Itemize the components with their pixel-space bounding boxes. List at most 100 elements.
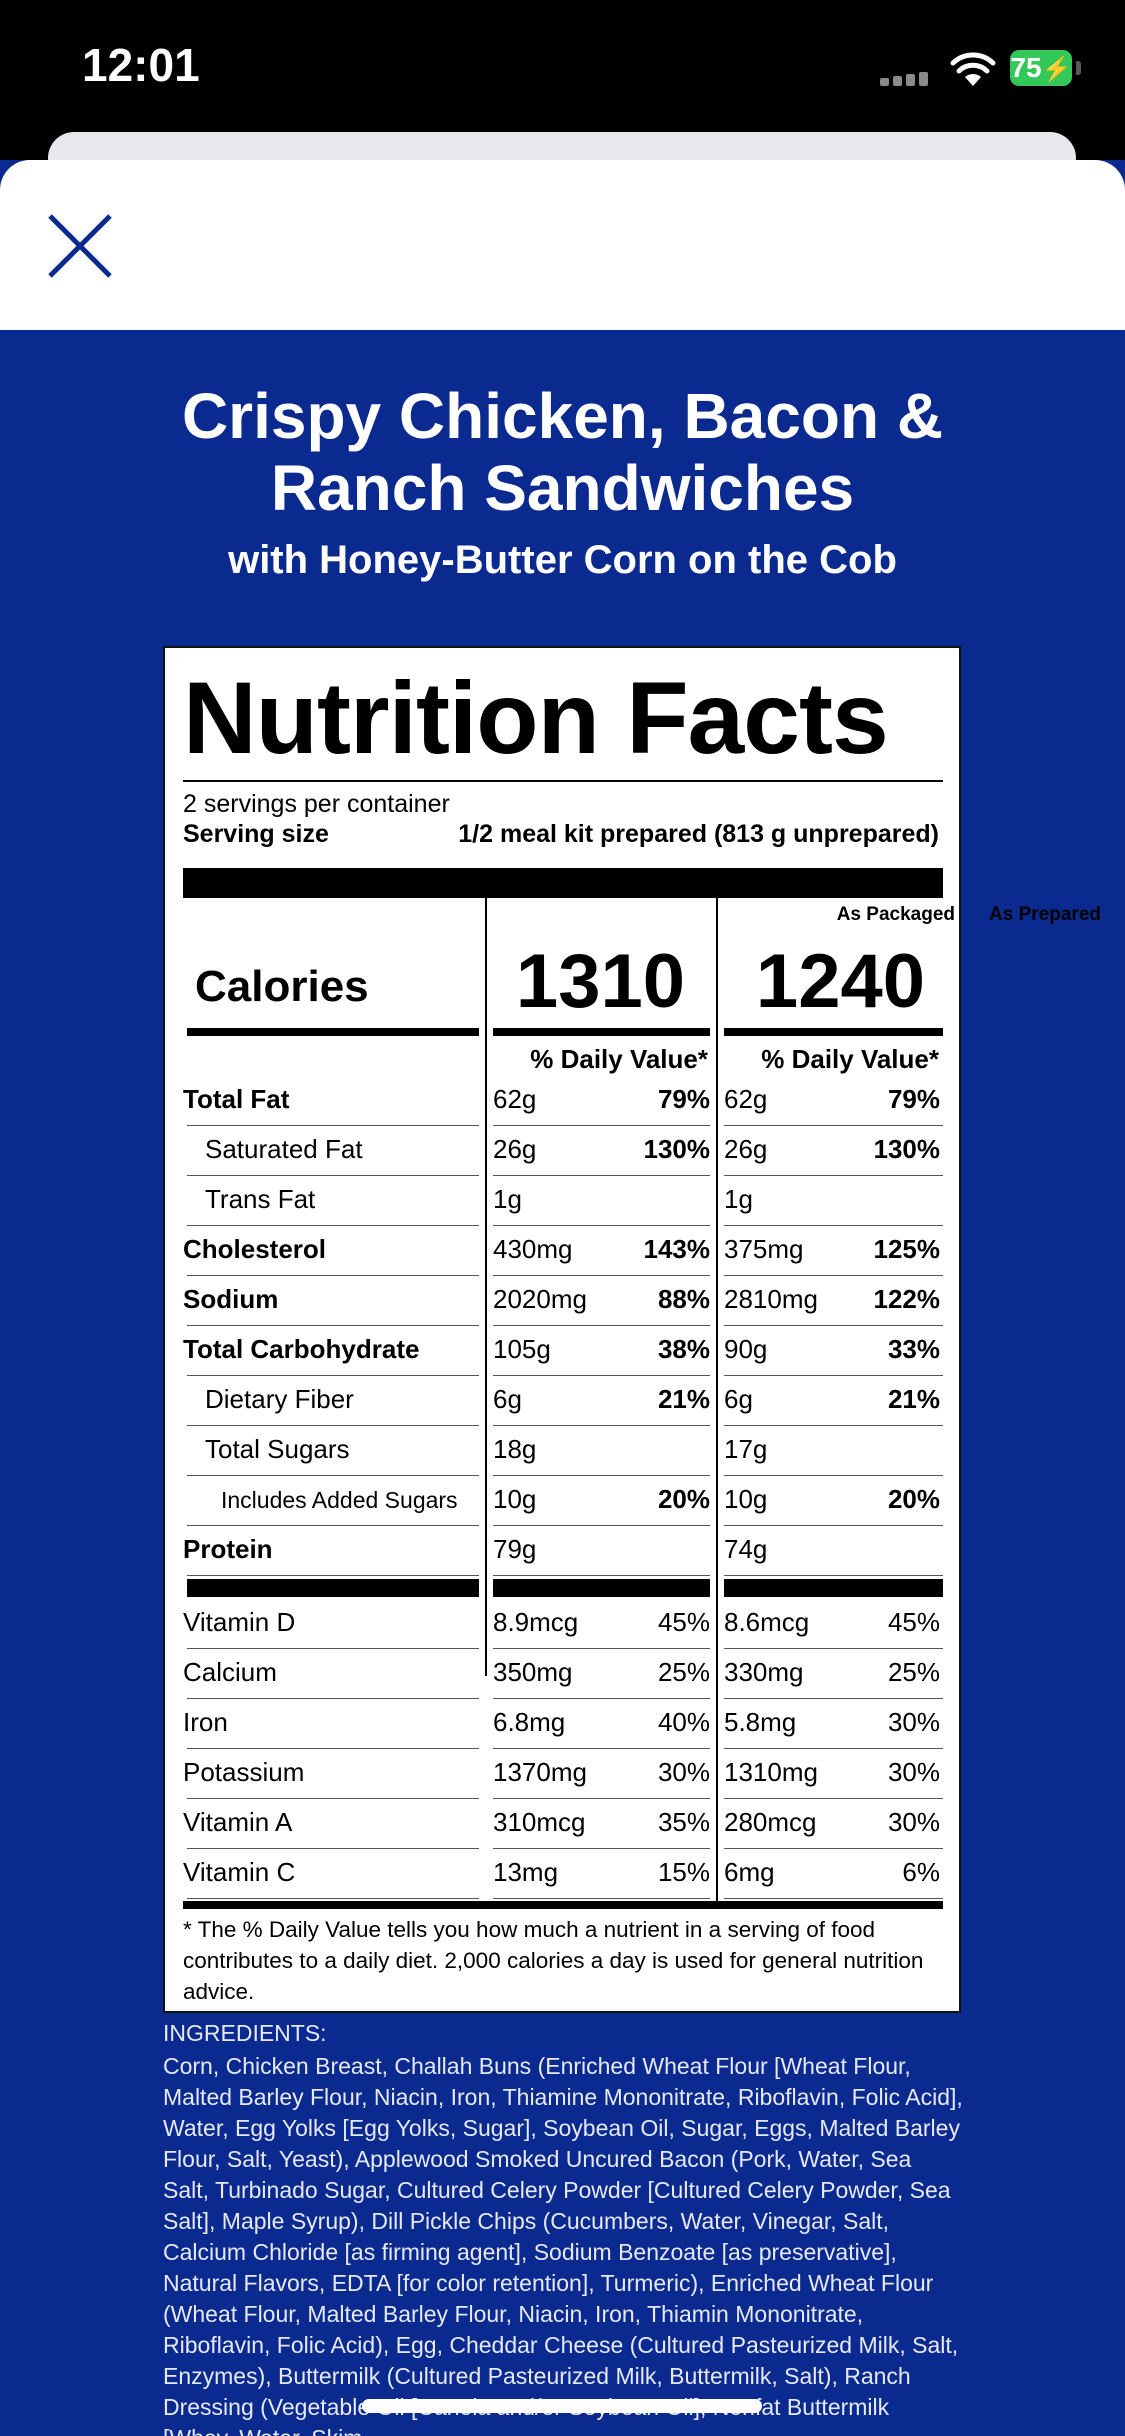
close-icon[interactable] — [44, 210, 116, 282]
packaged-amount: 105g — [493, 1334, 551, 1364]
nutrient-row: Sodium 2020mg 88% 2810mg 122% — [165, 1276, 963, 1326]
row-divider — [187, 1575, 479, 1576]
prepared-dv: 33% — [887, 1334, 940, 1364]
prepared-amount: 6g — [724, 1384, 753, 1414]
packaged-dv: 45% — [657, 1607, 710, 1637]
calories-label: Calories — [195, 962, 369, 1011]
packaged-amount: 350mg — [493, 1657, 573, 1687]
row-divider — [493, 1698, 710, 1699]
nutrient-name: Cholesterol — [183, 1234, 327, 1264]
nutrient-row: Total Carbohydrate 105g 38% 90g 33% — [165, 1326, 963, 1376]
row-divider — [187, 1475, 479, 1476]
row-divider — [724, 1575, 943, 1576]
home-indicator[interactable] — [362, 2399, 762, 2413]
nutrient-row: Dietary Fiber 6g 21% 6g 21% — [165, 1376, 963, 1426]
charging-bolt-icon: ⚡ — [1041, 56, 1072, 83]
nutrition-facts-panel: Nutrition Facts 2 servings per container… — [163, 646, 1101, 2013]
packaged-dv: 30% — [657, 1757, 710, 1787]
vitamins-divider — [187, 1579, 479, 1597]
daily-value-footnote: * The % Daily Value tells you how much a… — [183, 1917, 924, 2004]
packaged-dv: 88% — [657, 1284, 710, 1314]
calories-bar — [493, 1028, 710, 1036]
nutrient-row: Saturated Fat 26g 130% 26g 130% — [165, 1126, 963, 1176]
row-divider — [493, 1575, 710, 1576]
prepared-amount: 6mg — [724, 1857, 775, 1887]
row-divider — [187, 1275, 479, 1276]
row-divider — [493, 1748, 710, 1749]
packaged-amount: 1g — [493, 1184, 522, 1214]
prepared-dv: 130% — [873, 1134, 941, 1164]
packaged-amount: 79g — [493, 1534, 537, 1564]
product-title-text: Crispy Chicken, Bacon & Ranch Sandwiches — [181, 380, 944, 524]
row-divider — [493, 1525, 710, 1526]
status-time: 12:01 — [82, 39, 200, 91]
packaged-dv: 21% — [657, 1384, 710, 1414]
nutrient-row: Includes Added Sugars 10g 20% 10g 20% — [165, 1476, 963, 1526]
prepared-amount: 330mg — [724, 1657, 804, 1687]
calories-prepared: 1240 — [755, 939, 925, 1024]
nutrient-name: Calcium — [183, 1657, 277, 1687]
packaged-amount: 2020mg — [493, 1284, 587, 1314]
row-divider — [724, 1325, 943, 1326]
vitamin-row: Iron 6.8mg 40% 5.8mg 30% — [165, 1699, 963, 1749]
bottom-divider — [183, 1901, 943, 1909]
prepared-amount: 26g — [724, 1134, 768, 1164]
packaged-amount: 310mcg — [493, 1807, 586, 1837]
nutrient-row: Trans Fat 1g 1g — [165, 1176, 963, 1226]
nutrient-name: Dietary Fiber — [205, 1384, 354, 1414]
packaged-amount: 10g — [493, 1484, 537, 1514]
packaged-dv: 79% — [657, 1084, 710, 1114]
packaged-amount: 26g — [493, 1134, 537, 1164]
vitamin-row: Vitamin C 13mg 15% 6mg 6% — [165, 1849, 963, 1899]
prepared-amount: 5.8mg — [724, 1707, 797, 1737]
prepared-amount: 1310mg — [724, 1757, 818, 1787]
dv-header-prepared: % Daily Value* — [761, 1044, 939, 1074]
nutrient-name: Saturated Fat — [205, 1134, 363, 1164]
cellular-signal-icon — [880, 68, 932, 86]
nutrient-row: Total Fat 62g 79% 62g 79% — [165, 1076, 963, 1126]
column-divider — [716, 898, 718, 1901]
row-divider — [187, 1898, 479, 1899]
row-divider — [187, 1125, 479, 1126]
thick-divider — [183, 868, 943, 898]
prepared-dv: 125% — [873, 1234, 941, 1264]
nutrient-name: Potassium — [183, 1757, 305, 1787]
row-divider — [187, 1848, 479, 1849]
row-divider — [724, 1475, 943, 1476]
row-divider — [724, 1898, 943, 1899]
packaged-amount: 6g — [493, 1384, 522, 1414]
row-divider — [724, 1275, 943, 1276]
row-divider — [724, 1698, 943, 1699]
packaged-amount: 1370mg — [493, 1757, 587, 1787]
packaged-amount: 62g — [493, 1084, 537, 1114]
nutrient-name: Total Sugars — [205, 1434, 350, 1464]
col-prepared-label: As Prepared — [989, 904, 1101, 925]
prepared-amount: 90g — [724, 1334, 768, 1364]
row-divider — [724, 1425, 943, 1426]
packaged-dv: 25% — [657, 1657, 710, 1687]
prepared-dv: 20% — [887, 1484, 940, 1514]
vitamin-row: Potassium 1370mg 30% 1310mg 30% — [165, 1749, 963, 1799]
nutrient-name: Vitamin A — [183, 1807, 293, 1837]
prepared-amount: 8.6mcg — [724, 1607, 810, 1637]
prepared-amount: 17g — [724, 1434, 768, 1464]
prepared-dv: 122% — [873, 1284, 941, 1314]
divider — [183, 780, 943, 782]
nutrient-row: Protein 79g 74g — [165, 1526, 963, 1576]
row-divider — [493, 1798, 710, 1799]
row-divider — [187, 1798, 479, 1799]
product-subtitle: with Honey-Butter Corn on the Cob — [228, 538, 897, 582]
calories-bar — [187, 1028, 479, 1036]
row-divider — [724, 1848, 943, 1849]
packaged-dv: 40% — [657, 1707, 710, 1737]
nutrient-row: Total Sugars 18g 17g — [165, 1426, 963, 1476]
dv-header-packaged: % Daily Value* — [530, 1044, 708, 1074]
wifi-icon — [950, 52, 996, 86]
row-divider — [493, 1475, 710, 1476]
row-divider — [493, 1375, 710, 1376]
row-divider — [187, 1325, 479, 1326]
prepared-dv: 30% — [887, 1807, 940, 1837]
prepared-amount: 375mg — [724, 1234, 804, 1264]
modal-header — [0, 160, 1125, 330]
packaged-dv: 143% — [643, 1234, 711, 1264]
